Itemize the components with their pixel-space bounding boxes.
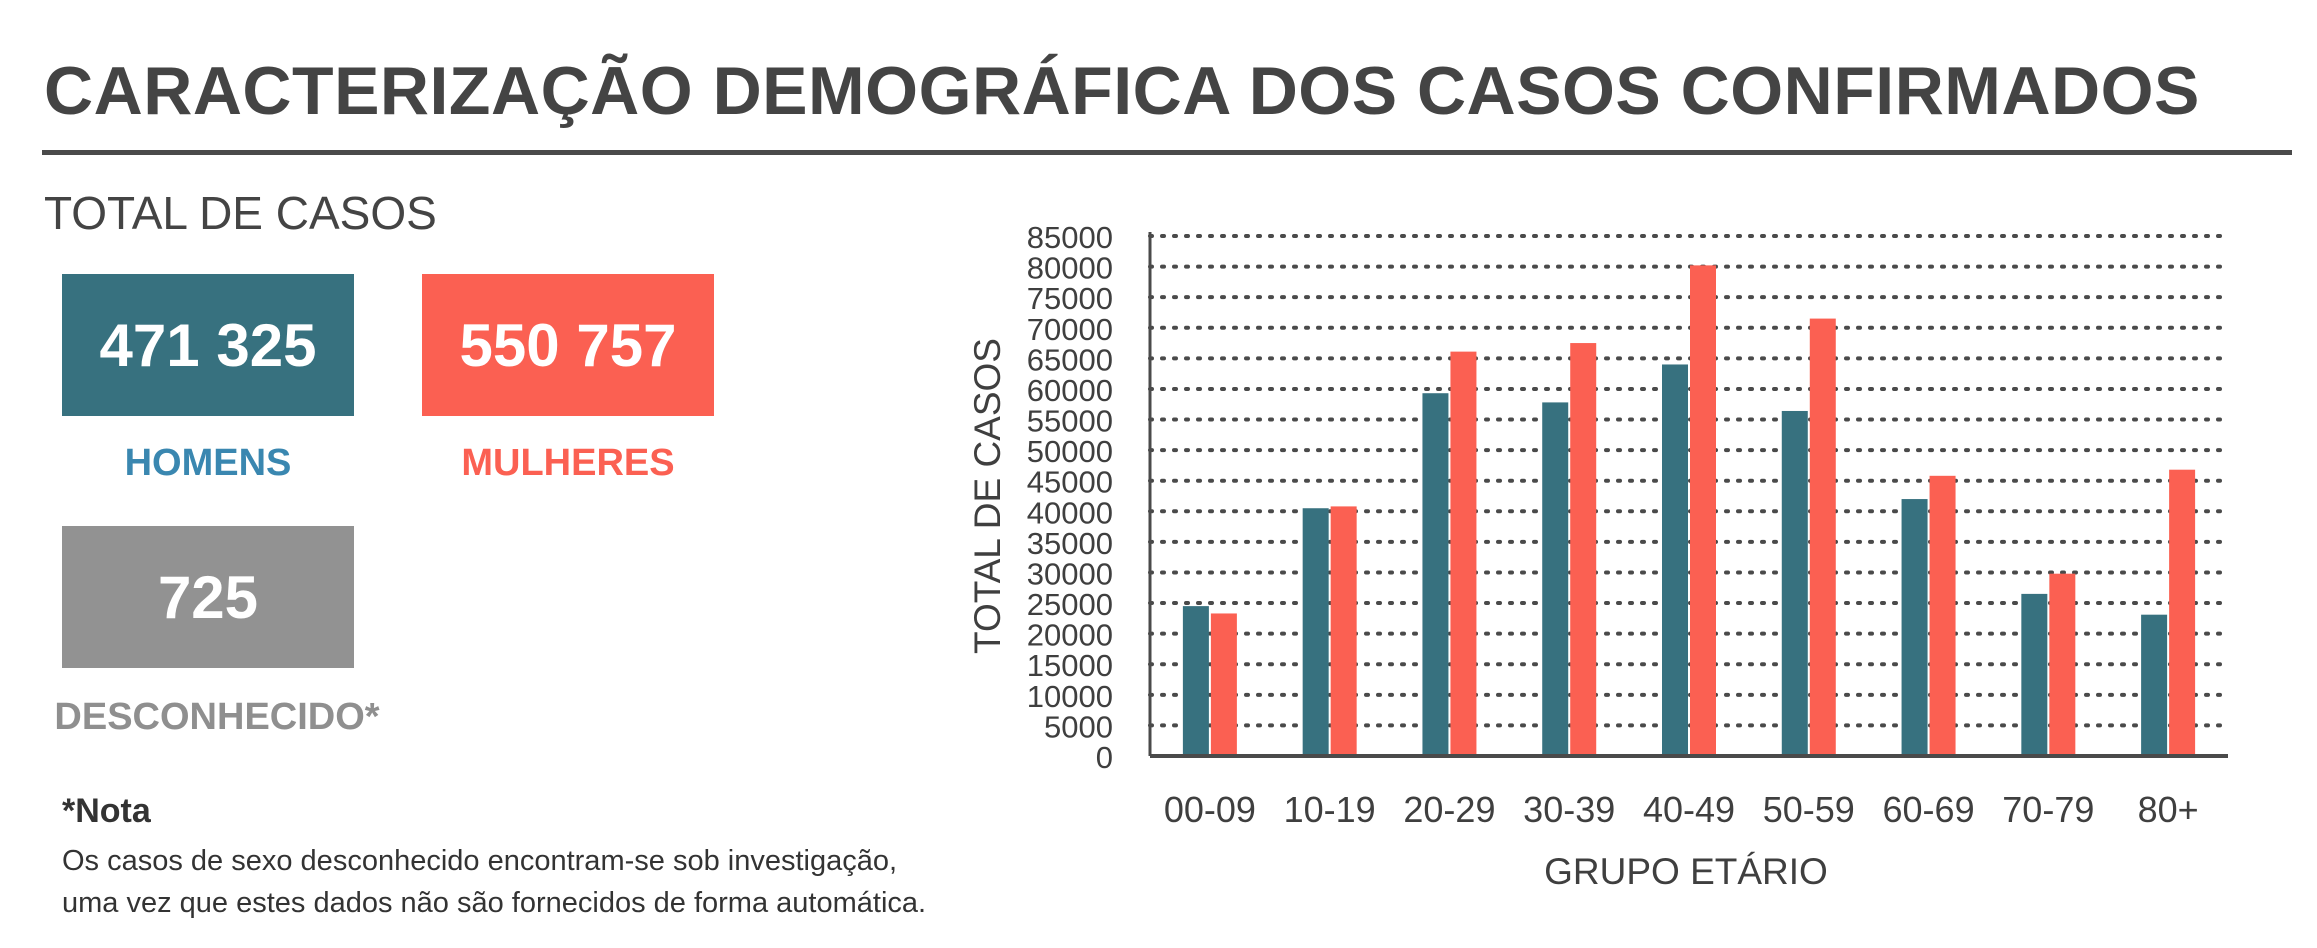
x-axis-title: GRUPO ETÁRIO bbox=[1544, 851, 1828, 892]
y-tick-label: 60000 bbox=[1027, 373, 1113, 408]
y-tick-label: 20000 bbox=[1027, 618, 1113, 653]
bar bbox=[1210, 613, 1237, 756]
total-cases-title: TOTAL DE CASOS bbox=[44, 187, 437, 239]
bar bbox=[1182, 606, 1209, 756]
women-label: MULHERES bbox=[461, 442, 675, 484]
bar bbox=[2049, 573, 2076, 756]
x-tick-label: 10-19 bbox=[1284, 789, 1376, 830]
bar bbox=[1330, 506, 1357, 756]
men-total-box: 471 325 bbox=[62, 274, 354, 416]
x-tick-label: 00-09 bbox=[1164, 789, 1256, 830]
y-tick-label: 50000 bbox=[1027, 434, 1113, 469]
y-tick-label: 70000 bbox=[1027, 312, 1113, 347]
y-tick-label: 5000 bbox=[1044, 709, 1113, 744]
bar bbox=[1422, 393, 1449, 756]
bar bbox=[1542, 402, 1569, 756]
men-total-value: 471 325 bbox=[99, 311, 317, 379]
unknown-total-value: 725 bbox=[157, 563, 259, 631]
bar bbox=[1809, 318, 1836, 756]
unknown-total-box: 725 bbox=[62, 526, 354, 668]
x-tick-label: 40-49 bbox=[1643, 789, 1735, 830]
chart-axes bbox=[1148, 232, 2228, 758]
y-tick-label: 10000 bbox=[1027, 679, 1113, 714]
y-tick-label: 30000 bbox=[1027, 556, 1113, 591]
y-tick-label: 55000 bbox=[1027, 404, 1113, 439]
bar bbox=[1570, 343, 1597, 756]
x-tick-label: 80+ bbox=[2138, 789, 2199, 830]
note-text: Os casos de sexo desconhecido encontram-… bbox=[62, 840, 926, 924]
women-total-box: 550 757 bbox=[422, 274, 714, 416]
men-label: HOMENS bbox=[124, 442, 292, 484]
note-line: uma vez que estes dados não são fornecid… bbox=[62, 887, 927, 919]
x-tick-label: 50-59 bbox=[1763, 789, 1855, 830]
y-tick-label: 45000 bbox=[1027, 465, 1113, 500]
x-tick-label: 20-29 bbox=[1403, 789, 1495, 830]
bar bbox=[1450, 351, 1477, 756]
y-tick-label: 40000 bbox=[1027, 495, 1113, 530]
x-tick-label: 60-69 bbox=[1883, 789, 1975, 830]
y-tick-label: 35000 bbox=[1027, 526, 1113, 561]
bar bbox=[1929, 475, 1956, 756]
bar bbox=[1901, 499, 1928, 756]
bar bbox=[1302, 508, 1329, 756]
page-title: CARACTERIZAÇÃO DEMOGRÁFICA DOS CASOS CON… bbox=[44, 53, 2200, 129]
x-tick-label: 30-39 bbox=[1523, 789, 1615, 830]
bar bbox=[2021, 593, 2048, 756]
bar bbox=[1662, 364, 1688, 756]
chart-bars bbox=[1182, 265, 2196, 756]
y-tick-label: 85000 bbox=[1027, 220, 1113, 255]
y-tick-label: 80000 bbox=[1027, 251, 1113, 286]
note-title: *Nota bbox=[62, 792, 151, 830]
title-divider bbox=[42, 150, 2292, 155]
unknown-label: DESCONHECIDO* bbox=[54, 696, 380, 738]
x-tick-label: 70-79 bbox=[2002, 789, 2094, 830]
y-tick-label: 65000 bbox=[1027, 342, 1113, 377]
y-tick-label: 15000 bbox=[1027, 648, 1113, 683]
y-tick-label: 0 bbox=[1096, 740, 1113, 775]
y-tick-label: 25000 bbox=[1027, 587, 1113, 622]
bar bbox=[2141, 614, 2168, 756]
chart-labels: 0500010000150002000025000300003500040000… bbox=[967, 220, 2199, 892]
y-tick-label: 75000 bbox=[1027, 281, 1113, 316]
note-line: Os casos de sexo desconhecido encontram-… bbox=[62, 845, 898, 877]
y-axis-title: TOTAL DE CASOS bbox=[967, 338, 1008, 654]
bar bbox=[1690, 265, 1716, 756]
bar bbox=[1781, 410, 1808, 756]
chart-gridlines bbox=[1148, 234, 2230, 728]
women-total-value: 550 757 bbox=[459, 311, 677, 379]
bar bbox=[2169, 469, 2196, 756]
